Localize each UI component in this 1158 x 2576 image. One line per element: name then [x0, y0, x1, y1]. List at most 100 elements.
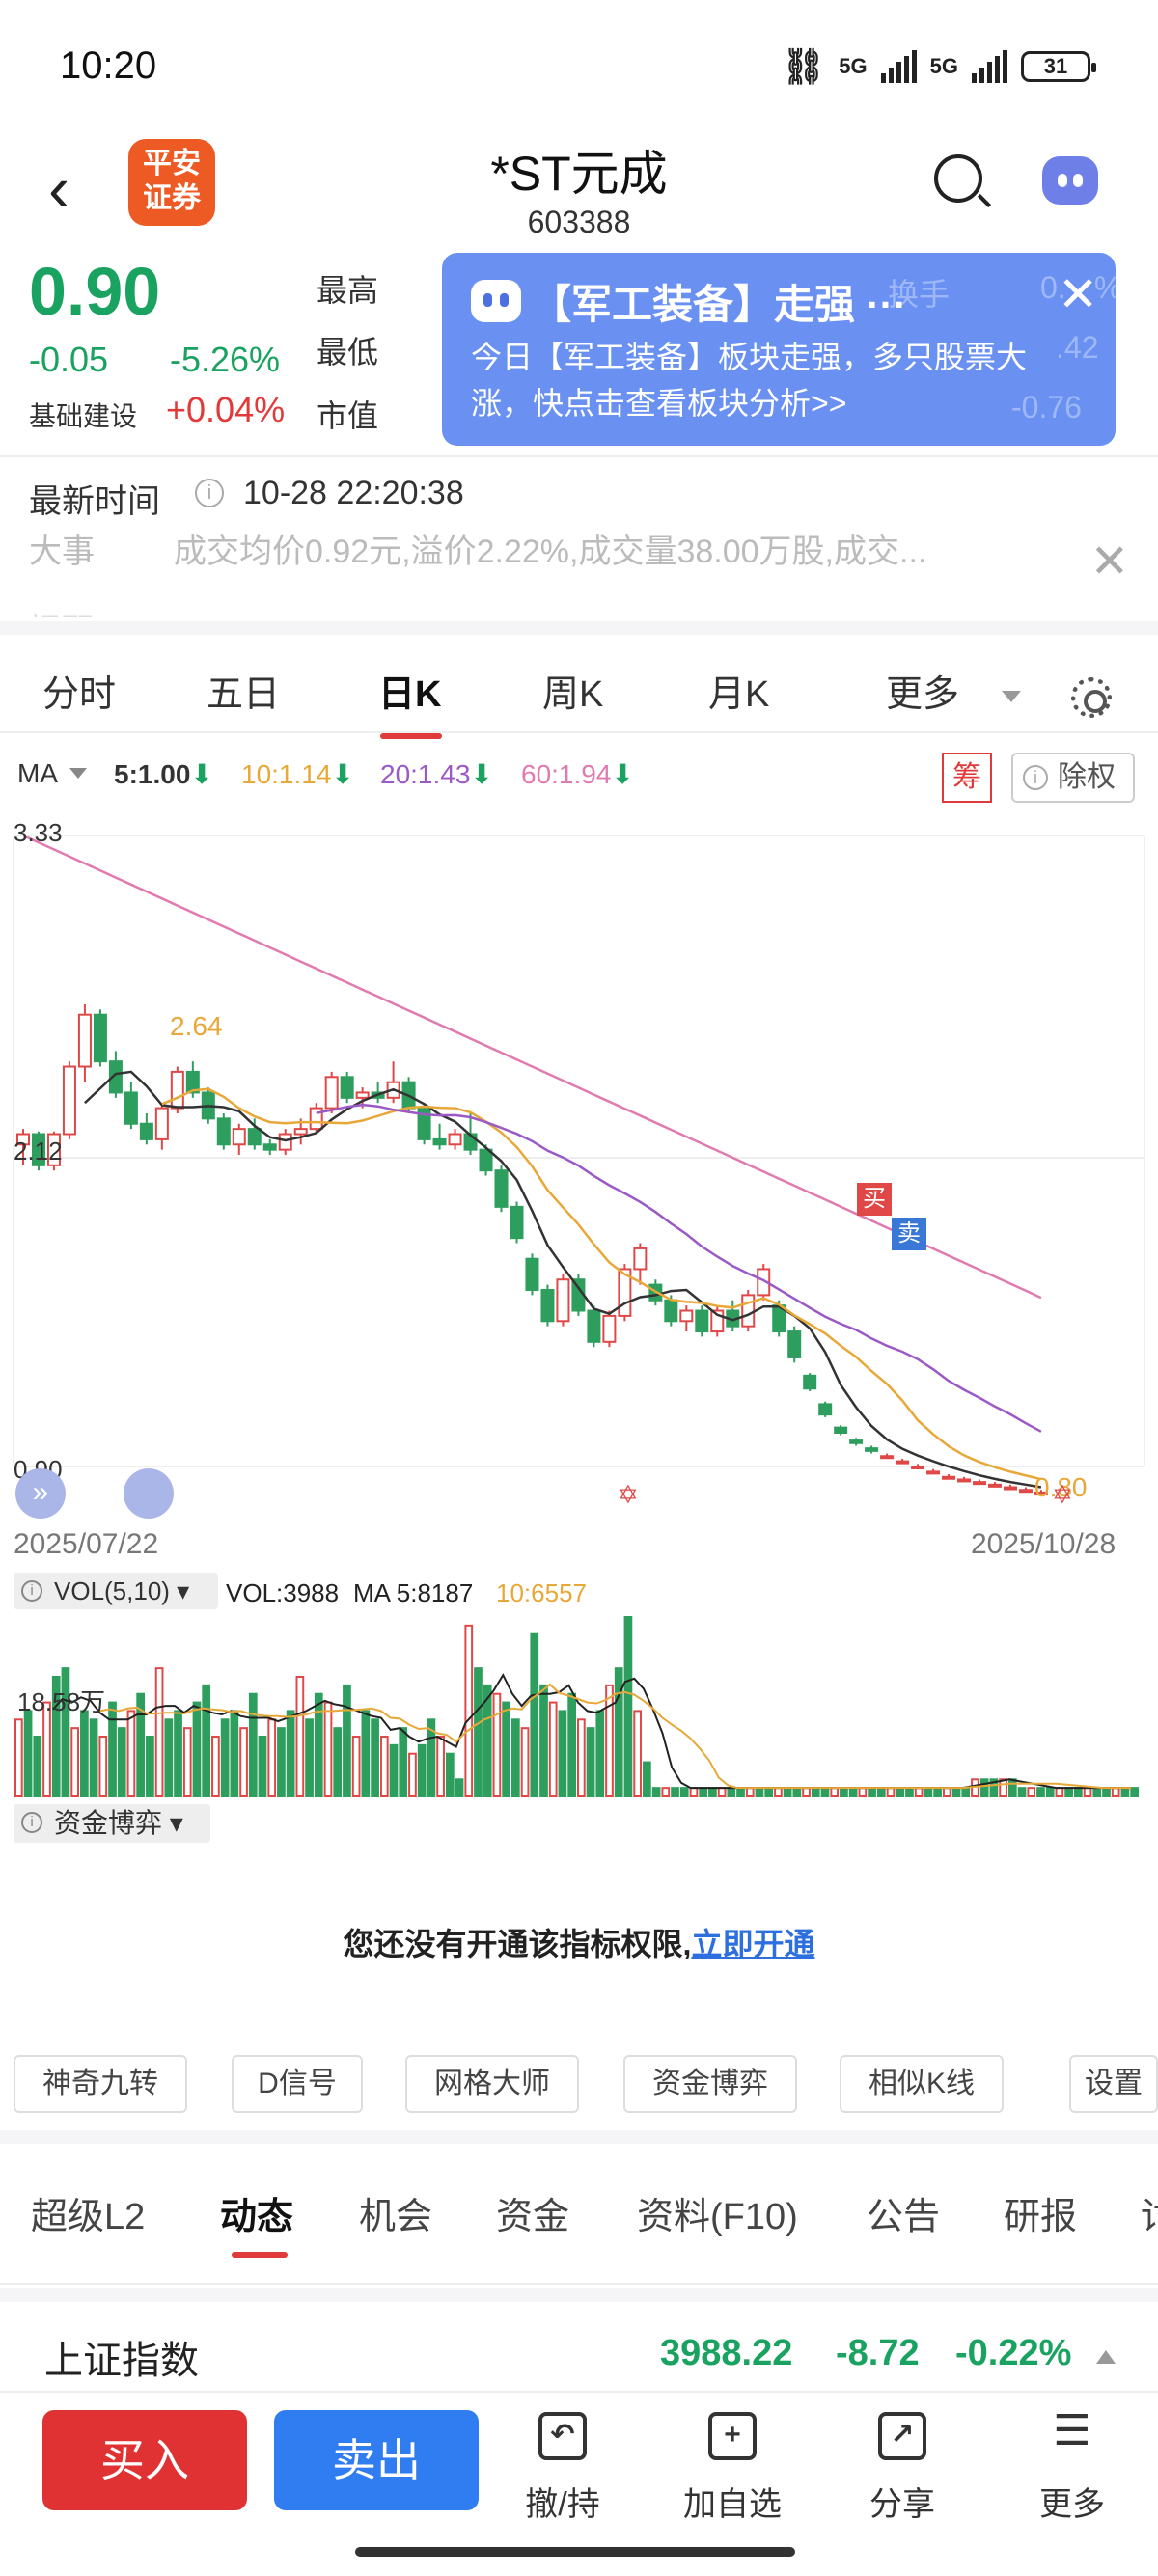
volume-bar	[51, 1676, 61, 1797]
ma-legend[interactable]: MA 5:1.00⬇ 10:1.14⬇ 20:1.43⬇ 60:1.94⬇	[0, 758, 1158, 797]
stock-header: *ST元成 603388 ‹ 平安 证券	[0, 135, 1158, 251]
price-change-pct: -5.26%	[170, 340, 281, 379]
volume-bar	[858, 1787, 868, 1797]
volume-bar	[961, 1787, 971, 1797]
volume-indicator-select[interactable]: i VOL(5,10) ▾	[14, 1573, 218, 1609]
chips-button[interactable]: 筹	[942, 753, 992, 803]
candle-body	[46, 1133, 61, 1166]
tool-similar-k[interactable]: 相似K线	[840, 2055, 1004, 2113]
candle-body	[587, 1309, 601, 1343]
chevron-up-icon[interactable]	[1096, 2350, 1116, 2364]
index-name: 上证指数	[44, 2340, 199, 2382]
event-star-icon-2[interactable]: ✡	[1052, 1480, 1073, 1509]
tool-grid-master[interactable]: 网格大师	[405, 2055, 579, 2113]
volume-bar	[42, 1701, 51, 1797]
event-star-icon[interactable]: ✡	[618, 1480, 639, 1509]
volume-bar	[820, 1787, 830, 1797]
candle-body	[880, 1455, 895, 1460]
info-icon[interactable]: i	[195, 479, 224, 507]
ex-right-button[interactable]: i 除权	[1011, 753, 1135, 803]
more-button[interactable]: ☰ 更多	[1039, 2407, 1105, 2524]
tab-announcements[interactable]: 公告	[867, 2197, 941, 2237]
volume-bar	[455, 1778, 464, 1798]
tool-d-signal[interactable]: D信号	[232, 2055, 363, 2113]
sell-signal-mark[interactable]: 卖	[892, 1218, 926, 1250]
candlestick-chart[interactable]	[0, 0, 1158, 2026]
tab-news-feed[interactable]: 动态	[220, 2197, 294, 2237]
tab-super-l2[interactable]: 超级L2	[31, 2197, 146, 2237]
candle-body	[679, 1309, 694, 1323]
candle-body	[16, 1133, 30, 1146]
ma-dropdown-icon[interactable]	[69, 768, 87, 779]
net-label-1: 5G	[839, 54, 868, 78]
volume-bar	[146, 1736, 154, 1797]
undo-icon: ↶	[538, 2412, 587, 2460]
assistant-robot-icon[interactable]	[1042, 156, 1098, 205]
tab-daily-k[interactable]: 日K	[378, 674, 442, 715]
volume-bar	[1007, 1778, 1017, 1798]
tab-weekly-k[interactable]: 周K	[542, 674, 604, 715]
tab-more[interactable]: 更多	[886, 674, 960, 715]
cancel-hold-button[interactable]: ↶ 撤/持	[500, 2412, 625, 2525]
volume-bar	[126, 1710, 136, 1798]
activate-link[interactable]: 立即开通	[691, 1927, 815, 1961]
tab-discussion[interactable]: 讨	[1141, 2186, 1158, 2239]
sector-name[interactable]: 基础建设	[29, 401, 138, 431]
fund-game-select[interactable]: i 资金博弈 ▾	[14, 1804, 210, 1843]
index-ticker[interactable]: 上证指数 3988.22 -8.72 -0.22%	[0, 2288, 1158, 2389]
volume-bar	[174, 1710, 182, 1798]
volume-bar	[999, 1778, 1007, 1798]
tab-funds[interactable]: 资金	[496, 2197, 570, 2237]
volume-bar	[389, 1743, 399, 1798]
chevron-down-icon[interactable]	[1002, 691, 1021, 702]
link-icon: ⛓	[781, 46, 826, 86]
buy-signal-mark[interactable]: 买	[857, 1183, 892, 1216]
expand-left-icon[interactable]: »	[15, 1468, 66, 1519]
volume-bar	[783, 1787, 792, 1797]
candle-body	[355, 1091, 370, 1099]
sell-button[interactable]: 卖出	[274, 2410, 479, 2510]
label-high: 最高	[317, 273, 379, 308]
ma5-value: 5:1.00⬇	[114, 759, 213, 789]
home-indicator	[355, 2547, 795, 2557]
battery-icon: 31	[1021, 51, 1096, 82]
tab-research[interactable]: 研报	[1004, 2197, 1078, 2237]
candle-body	[602, 1314, 617, 1343]
search-icon[interactable]	[934, 154, 982, 203]
signal-icon-2	[972, 50, 1007, 83]
volume-bar	[840, 1787, 848, 1797]
tool-settings[interactable]: 设置	[1069, 2055, 1158, 2113]
volume-bar	[679, 1787, 689, 1797]
tab-five-day[interactable]: 五日	[207, 674, 281, 715]
tool-fund-game[interactable]: 资金博弈	[623, 2055, 797, 2113]
add-watchlist-button[interactable]: + 加自选	[670, 2412, 795, 2525]
buy-button[interactable]: 买入	[42, 2410, 247, 2510]
tab-monthly-k[interactable]: 月K	[708, 674, 770, 715]
tool-buttons: 神奇九转 D信号 网格大师 资金博弈 相似K线 设置	[0, 2055, 1158, 2115]
candle-body	[834, 1426, 848, 1435]
tab-opportunity[interactable]: 机会	[359, 2197, 433, 2237]
volume-bar	[567, 1692, 576, 1797]
volume-bar	[371, 1718, 379, 1798]
volume-bar	[474, 1667, 482, 1797]
candle-body	[911, 1466, 925, 1469]
tab-f10[interactable]: 资料(F10)	[637, 2197, 798, 2237]
promo-banner[interactable]: 换手 0. % .42 -0.76 【军工装备】走强 ··· ✕ 今日【军工装备…	[442, 253, 1121, 446]
volume-bar	[623, 1616, 633, 1797]
candle-body	[479, 1148, 493, 1172]
news-ticker[interactable]: 大事 成交均价0.92元,溢价2.22%,成交量38.00万股,成交... 提醒…	[0, 525, 1158, 617]
share-button[interactable]: ↗ 分享	[840, 2412, 965, 2525]
close-icon[interactable]: ✕	[1058, 267, 1098, 321]
gear-icon[interactable]	[1071, 677, 1112, 718]
tool-magic-nine[interactable]: 神奇九转	[14, 2055, 187, 2113]
close-news-icon[interactable]: ✕	[1089, 536, 1129, 588]
volume-bar	[1036, 1787, 1045, 1797]
news-text: 成交均价0.92元,溢价2.22%,成交量38.00万股,成交...	[174, 534, 927, 570]
news-tag-2: 提醒	[29, 604, 95, 617]
back-icon[interactable]: ‹	[48, 152, 69, 224]
tab-intraday[interactable]: 分时	[42, 674, 117, 715]
volume-bar	[755, 1787, 764, 1797]
volume-bar	[671, 1787, 679, 1797]
ghost-turnover: 换手	[888, 277, 951, 312]
fullscreen-icon[interactable]	[124, 1468, 174, 1519]
